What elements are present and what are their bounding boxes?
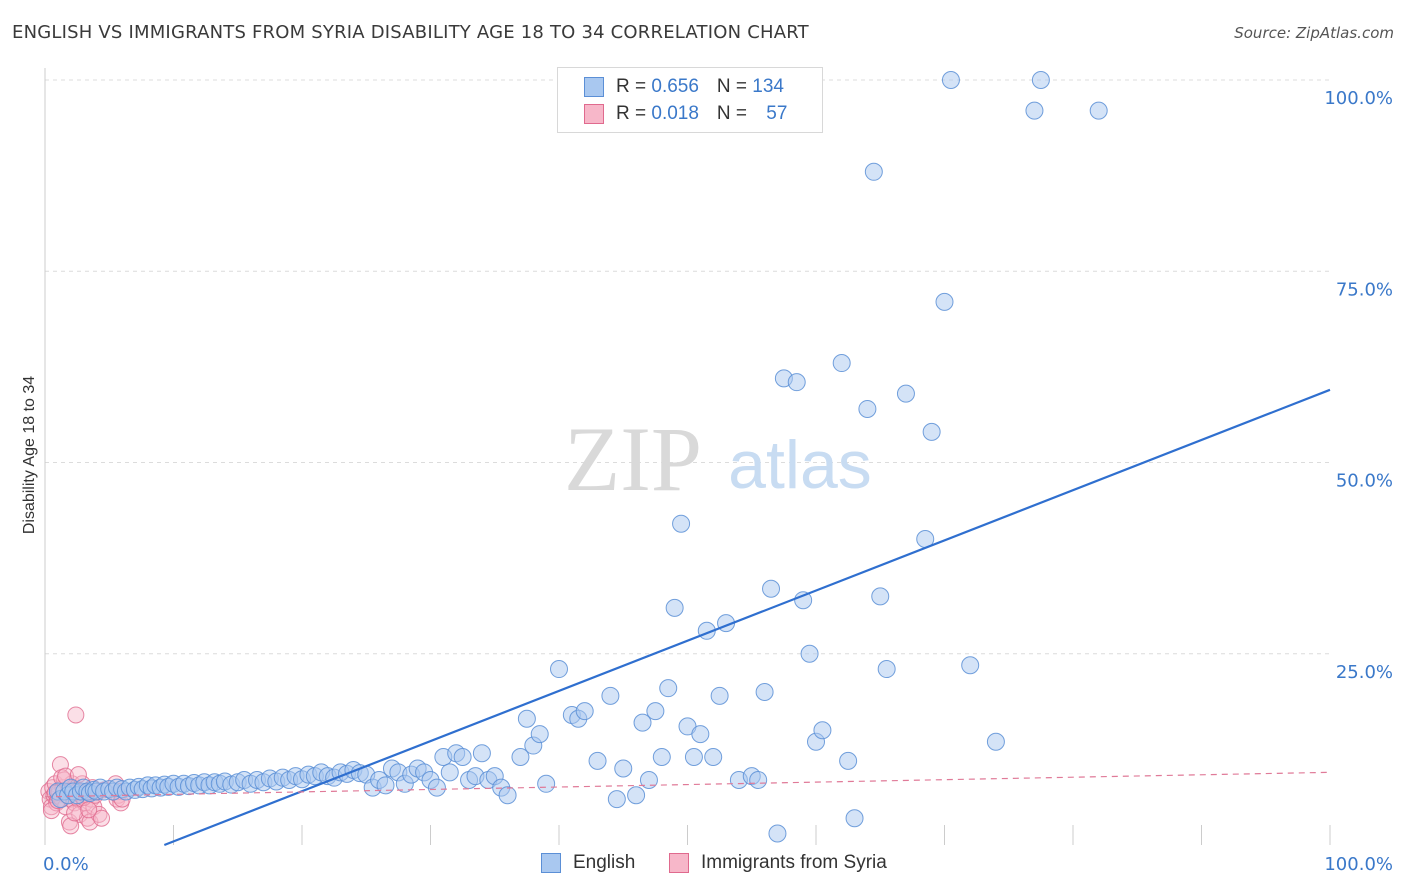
english-point [794, 591, 813, 610]
english-point [768, 824, 787, 843]
english-point [845, 809, 864, 828]
syria-n-label: N = [716, 103, 753, 124]
y-tick-label: 25.0% [1336, 662, 1393, 683]
syria-point [80, 801, 98, 819]
watermark-zip: ZIP [564, 408, 702, 510]
english-point [839, 751, 858, 770]
legend-row-syria: R = 0.018 N = 57 [584, 103, 787, 125]
english-point [1025, 101, 1044, 120]
syria-point [93, 809, 111, 827]
tick-labels: 100.0% 75.0% 50.0% 25.0% 0.0% 100.0% [43, 88, 1393, 875]
english-point [1031, 71, 1050, 89]
english-point [498, 786, 517, 805]
english-point [607, 790, 626, 809]
english-point [749, 770, 768, 789]
english-point [755, 683, 774, 701]
english-point [646, 702, 665, 721]
syria-swatch [584, 104, 604, 124]
english-n-value: 134 [752, 76, 784, 97]
english-point [427, 778, 446, 797]
english-point [832, 354, 851, 373]
english-point [472, 744, 491, 763]
english-point [800, 644, 819, 663]
syria-r-label: R = [616, 103, 652, 124]
english-point [665, 598, 684, 617]
y-axis-label: Disability Age 18 to 34 [21, 375, 38, 535]
english-point [672, 514, 691, 533]
english-n-label: N = [716, 76, 753, 97]
y-tick-label: 50.0% [1336, 471, 1393, 492]
english-swatch [584, 77, 604, 97]
english-point [941, 71, 960, 89]
english-point [633, 713, 652, 732]
syria-series [40, 706, 131, 835]
y-tick-label: 75.0% [1336, 279, 1393, 300]
syria-point [66, 804, 84, 822]
english-point [864, 162, 883, 181]
english-point [376, 776, 395, 795]
english-point [922, 422, 941, 441]
english-point [935, 292, 954, 311]
english-r-value: 0.656 [651, 76, 699, 97]
english-point [896, 384, 915, 403]
english-point [652, 748, 671, 767]
x-tick-label: 0.0% [43, 854, 89, 875]
english-r-label: R = [616, 76, 652, 97]
english-point [684, 748, 703, 767]
syria-legend-label: Immigrants from Syria [701, 852, 887, 873]
english-point [710, 686, 729, 705]
english-point [871, 587, 890, 606]
legend-row-english: R = 0.656 N = 134 [584, 76, 784, 98]
english-point [550, 660, 568, 679]
english-trend-line [163, 388, 1331, 847]
stats-legend: R = 0.656 N = 134 R = 0.018 N = 57 [557, 67, 823, 133]
english-point [659, 679, 678, 698]
english-series [48, 71, 1108, 843]
x-tick-label: 100.0% [1324, 854, 1393, 875]
english-point [877, 660, 896, 679]
english-point [961, 656, 980, 675]
english-point [614, 759, 633, 778]
english-point [440, 763, 459, 782]
trend-lines [44, 388, 1331, 847]
watermark-atlas: atlas [728, 427, 872, 503]
english-point [530, 725, 549, 744]
syria-point [62, 817, 80, 835]
english-point [762, 579, 781, 598]
syria-point [67, 706, 85, 724]
watermark: ZIP atlas [564, 408, 872, 510]
axes [44, 68, 1331, 845]
chart-source: Source: ZipAtlas.com [1234, 24, 1394, 42]
english-point [704, 748, 723, 767]
syria-n-value: 57 [766, 103, 788, 124]
english-point [517, 709, 536, 728]
syria-r-value: 0.018 [651, 103, 699, 124]
english-point [453, 748, 472, 767]
syria-legend-swatch [669, 853, 689, 873]
english-point [588, 751, 607, 770]
english-point [691, 725, 710, 744]
syria-trend-line [44, 771, 1331, 798]
english-point [1089, 101, 1108, 120]
english-point [986, 732, 1005, 751]
y-tick-label: 100.0% [1324, 88, 1393, 109]
bottom-legend-syria: Immigrants from Syria [669, 852, 887, 874]
english-point [787, 373, 806, 392]
grid-lines [45, 79, 1330, 655]
english-point [858, 399, 877, 418]
english-legend-swatch [541, 853, 561, 873]
chart-title: ENGLISH VS IMMIGRANTS FROM SYRIA DISABIL… [12, 22, 809, 43]
english-legend-label: English [573, 852, 636, 873]
english-point [813, 721, 832, 740]
english-point [575, 702, 594, 721]
english-point [627, 786, 646, 805]
english-point [537, 774, 556, 793]
english-point [511, 748, 530, 767]
english-point [601, 686, 620, 705]
english-point [639, 770, 658, 789]
bottom-legend-english: English [541, 852, 635, 874]
